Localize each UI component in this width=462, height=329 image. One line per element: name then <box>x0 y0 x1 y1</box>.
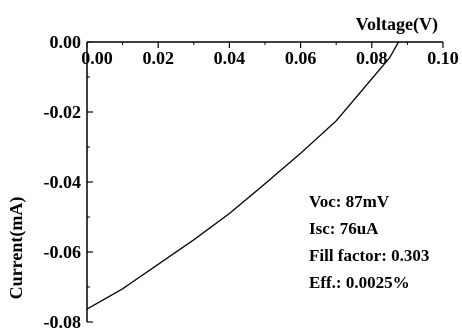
y-tick-label: 0.00 <box>50 32 82 52</box>
x-tick-label: 0.00 <box>81 48 113 68</box>
x-tick-label: 0.08 <box>356 48 388 68</box>
x-tick-label: 0.06 <box>285 48 317 68</box>
annotation-text: Isc: 76uA <box>309 219 379 238</box>
x-tick-label: 0.10 <box>427 48 459 68</box>
annotation-text: Fill factor: 0.303 <box>309 246 429 265</box>
annotations: Voc: 87mV Isc: 76uA Fill factor: 0.303 Eff.… <box>309 192 429 292</box>
iv-series-line <box>86 41 400 310</box>
y-tick-label: -0.04 <box>44 172 82 192</box>
x-tick-label: 0.04 <box>214 48 246 68</box>
x-tick-label: 0.02 <box>142 48 174 68</box>
y-axis-title: Current(mA) <box>6 197 27 300</box>
y-tick-label: -0.02 <box>44 102 82 122</box>
y-ticks: 0.00 -0.02 -0.04 -0.06 -0.08 <box>44 32 93 329</box>
x-ticks: 0.00 0.02 0.04 0.06 0.08 0.10 <box>81 42 459 68</box>
annotation-text: Eff.: 0.0025% <box>309 273 410 292</box>
x-axis-title: Voltage(V) <box>356 14 438 35</box>
y-tick-label: -0.08 <box>44 312 82 329</box>
y-tick-label: -0.06 <box>44 242 82 262</box>
annotation-text: Voc: 87mV <box>309 192 390 211</box>
series-group <box>86 41 400 310</box>
